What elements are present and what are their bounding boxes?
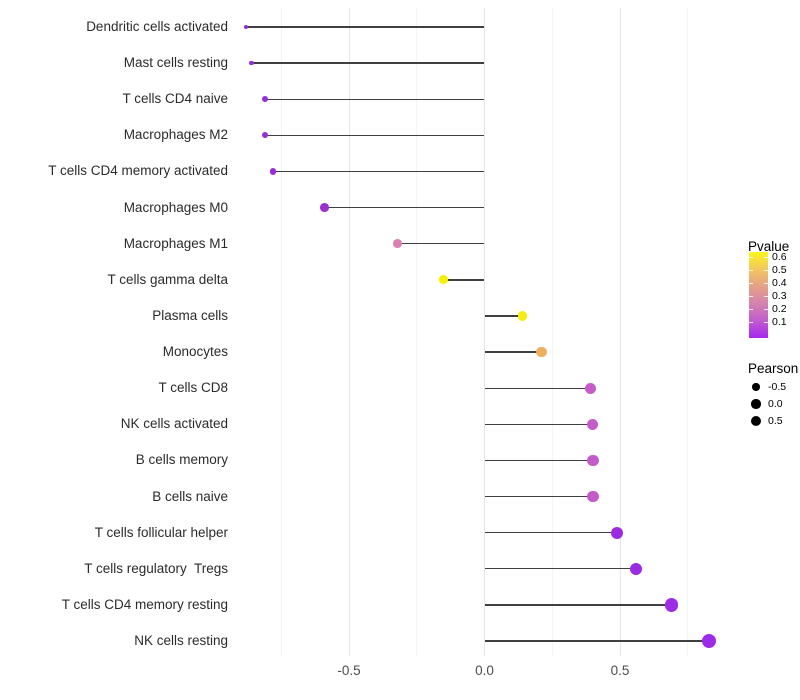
lollipop-stem <box>484 604 672 606</box>
lollipop-stem <box>484 459 593 462</box>
colorbar-tick <box>764 270 768 271</box>
gridline-minor <box>416 8 418 656</box>
pvalue-tick-label: 0.5 <box>772 264 787 276</box>
lollipop-dot <box>269 168 277 175</box>
lollipop-dot <box>664 598 679 612</box>
lollipop-dot <box>244 25 249 29</box>
gridline-major <box>484 8 485 656</box>
gridline-major <box>619 8 621 656</box>
pearson-size-label: 0.0 <box>768 398 783 410</box>
y-axis-label: T cells gamma delta <box>107 271 228 287</box>
x-tick-label: -0.5 <box>337 663 361 678</box>
lollipop-stem <box>246 26 485 28</box>
colorbar-tick <box>764 309 768 310</box>
lollipop-stem <box>397 243 485 245</box>
pvalue-tick-label: 0.6 <box>772 251 787 263</box>
pvalue-tick-label: 0.3 <box>772 290 787 302</box>
colorbar-tick <box>749 257 753 258</box>
y-axis-label: T cells follicular helper <box>94 524 228 540</box>
lollipop-dot <box>584 382 596 394</box>
lollipop-stem <box>264 134 485 137</box>
y-axis-label: Mast cells resting <box>123 55 228 71</box>
y-axis-label: Macrophages M1 <box>123 235 228 251</box>
colorbar-tick <box>764 257 768 258</box>
y-axis-label: Monocytes <box>162 344 228 360</box>
pearson-size-label: 0.5 <box>768 415 783 427</box>
colorbar-tick <box>749 309 753 310</box>
lollipop-stem <box>484 351 542 353</box>
x-tick-label: 0.5 <box>610 663 630 678</box>
gridline-minor <box>687 8 689 656</box>
lollipop-stem <box>484 568 637 570</box>
y-axis-label: Macrophages M2 <box>123 127 228 143</box>
y-axis-label: NK cells resting <box>134 633 228 649</box>
lollipop-dot <box>536 346 547 358</box>
lollipop-stem <box>484 423 593 425</box>
lollipop-stem <box>484 495 593 498</box>
lollipop-stem <box>484 387 591 389</box>
y-axis-label: Dendritic cells activated <box>86 19 228 34</box>
pvalue-tick-label: 0.2 <box>772 303 787 315</box>
lollipop-stem <box>264 98 485 100</box>
gridline-minor <box>280 8 282 656</box>
lollipop-stem <box>251 62 485 64</box>
gridline-minor <box>551 8 553 656</box>
colorbar-tick <box>749 283 753 284</box>
pvalue-legend-title: Pvalue <box>748 239 790 254</box>
pvalue-colorbar <box>749 252 768 338</box>
y-axis-label: B cells naive <box>152 488 228 504</box>
lollipop-dot <box>261 132 268 139</box>
colorbar-tick <box>764 296 768 297</box>
colorbar-tick <box>749 322 753 323</box>
pearson-size-dot <box>751 399 761 409</box>
lollipop-dot <box>439 275 449 285</box>
lollipop-dot <box>630 562 643 575</box>
lollipop-dot <box>320 203 329 212</box>
lollipop-dot <box>262 96 268 103</box>
pvalue-tick-label: 0.4 <box>772 277 787 289</box>
lollipop-dot <box>587 454 599 467</box>
lollipop-dot <box>702 634 717 649</box>
pearson-legend-title: Pearson <box>748 361 799 376</box>
colorbar-tick <box>764 283 768 284</box>
y-axis-label: T cells CD4 memory resting <box>61 596 228 612</box>
lollipop-stem <box>484 315 523 317</box>
pearson-size-dot <box>752 383 760 391</box>
y-axis-label: T cells regulatory Tregs <box>84 560 228 576</box>
colorbar-tick <box>749 270 753 271</box>
lollipop-stem <box>443 279 485 281</box>
lollipop-stem <box>324 206 485 209</box>
x-tick-label: 0.0 <box>475 663 494 678</box>
lollipop-stem <box>273 170 485 173</box>
y-axis-label: T cells CD4 memory activated <box>48 163 228 179</box>
lollipop-dot <box>249 60 254 66</box>
lollipop-dot <box>393 239 403 249</box>
y-axis-label: NK cells activated <box>120 416 228 432</box>
colorbar-tick <box>764 322 768 323</box>
lollipop-stem <box>484 640 710 642</box>
lollipop-dot <box>587 490 599 503</box>
y-axis-label: T cells CD8 <box>158 380 228 396</box>
y-axis-label: Macrophages M0 <box>123 199 228 215</box>
pvalue-tick-label: 0.1 <box>772 316 787 328</box>
y-axis-label: T cells CD4 naive <box>122 91 228 107</box>
lollipop-stem <box>484 531 618 534</box>
y-axis-label: B cells memory <box>135 452 228 468</box>
pearson-size-label: -0.5 <box>768 381 787 393</box>
lollipop-dot <box>517 311 528 321</box>
y-axis-label: Plasma cells <box>152 307 228 323</box>
colorbar-tick <box>749 296 753 297</box>
pearson-size-dot <box>750 415 762 427</box>
gridline-major <box>348 8 350 656</box>
lollipop-dot <box>611 526 624 539</box>
lollipop-dot <box>587 418 599 430</box>
